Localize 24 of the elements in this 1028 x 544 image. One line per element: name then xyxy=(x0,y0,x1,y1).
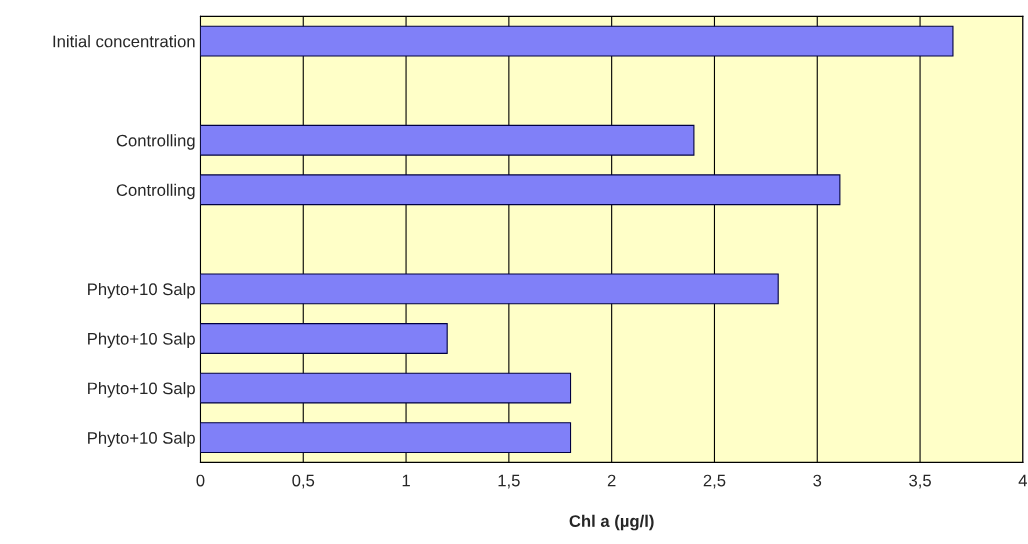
bar xyxy=(200,323,448,354)
y-tick-label: Phyto+10 Salp xyxy=(88,431,195,448)
x-axis-title: Chl a (µg/l) xyxy=(569,514,654,531)
bar xyxy=(200,422,572,454)
x-tick-label: 0,5 xyxy=(292,474,315,489)
y-tick-label: Phyto+10 Salp xyxy=(88,332,195,348)
y-tick-label: Phyto+10 Salp xyxy=(88,382,195,398)
x-tick-label: 2 xyxy=(607,474,616,487)
y-tick-label: Controlling xyxy=(116,183,195,200)
bar xyxy=(200,174,841,206)
x-tick-label: 1,5 xyxy=(498,474,520,489)
bar xyxy=(200,25,954,57)
bar xyxy=(200,273,779,305)
x-tick-label: 1 xyxy=(402,474,410,487)
x-tick-label: 3,5 xyxy=(909,474,931,489)
x-tick-label: 3 xyxy=(813,474,822,487)
x-tick-label: 0 xyxy=(196,474,205,487)
x-tick-label: 4 xyxy=(1018,474,1028,487)
y-tick-label: Controlling xyxy=(116,134,195,150)
x-tick-label: 2,5 xyxy=(703,474,726,489)
bar xyxy=(200,124,695,156)
y-tick-label: Phyto+10 Salp xyxy=(88,282,195,299)
bar xyxy=(200,372,572,404)
y-tick-label: Initial concentration xyxy=(53,35,195,48)
